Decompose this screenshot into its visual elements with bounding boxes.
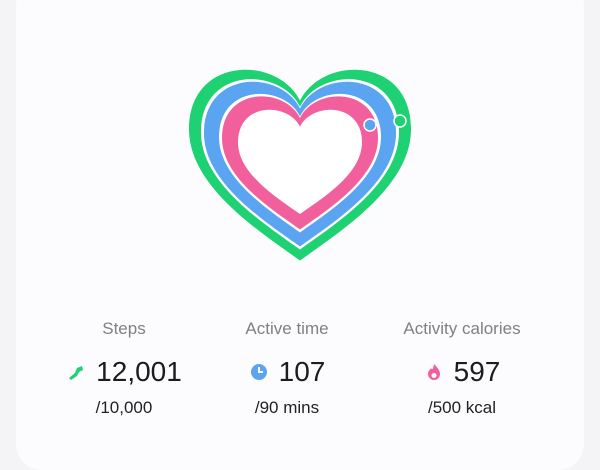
page: Steps 12,001 /10,000 Active time 107 /90… (29, 69, 557, 418)
stat-label: Active time (245, 319, 329, 338)
stat-value: 12,001 (96, 356, 182, 387)
flame-icon (427, 364, 440, 380)
stat-label: Steps (102, 319, 146, 338)
stat-value: 107 (278, 356, 326, 387)
stat-calories: Activity calories 597 /500 kcal (367, 316, 557, 418)
stat-label: Activity calories (403, 319, 521, 338)
clock-icon (250, 364, 267, 380)
activity-heart (189, 69, 411, 261)
stat-goal: /10,000 (95, 398, 153, 417)
stat-active-time: Active time 107 /90 mins (192, 316, 382, 418)
stat-value: 597 (453, 356, 501, 387)
stat-steps: Steps 12,001 /10,000 (29, 316, 219, 418)
steps-icon (69, 366, 84, 380)
stat-goal: /500 kcal (427, 398, 497, 417)
stat-goal: /90 mins (254, 398, 320, 417)
